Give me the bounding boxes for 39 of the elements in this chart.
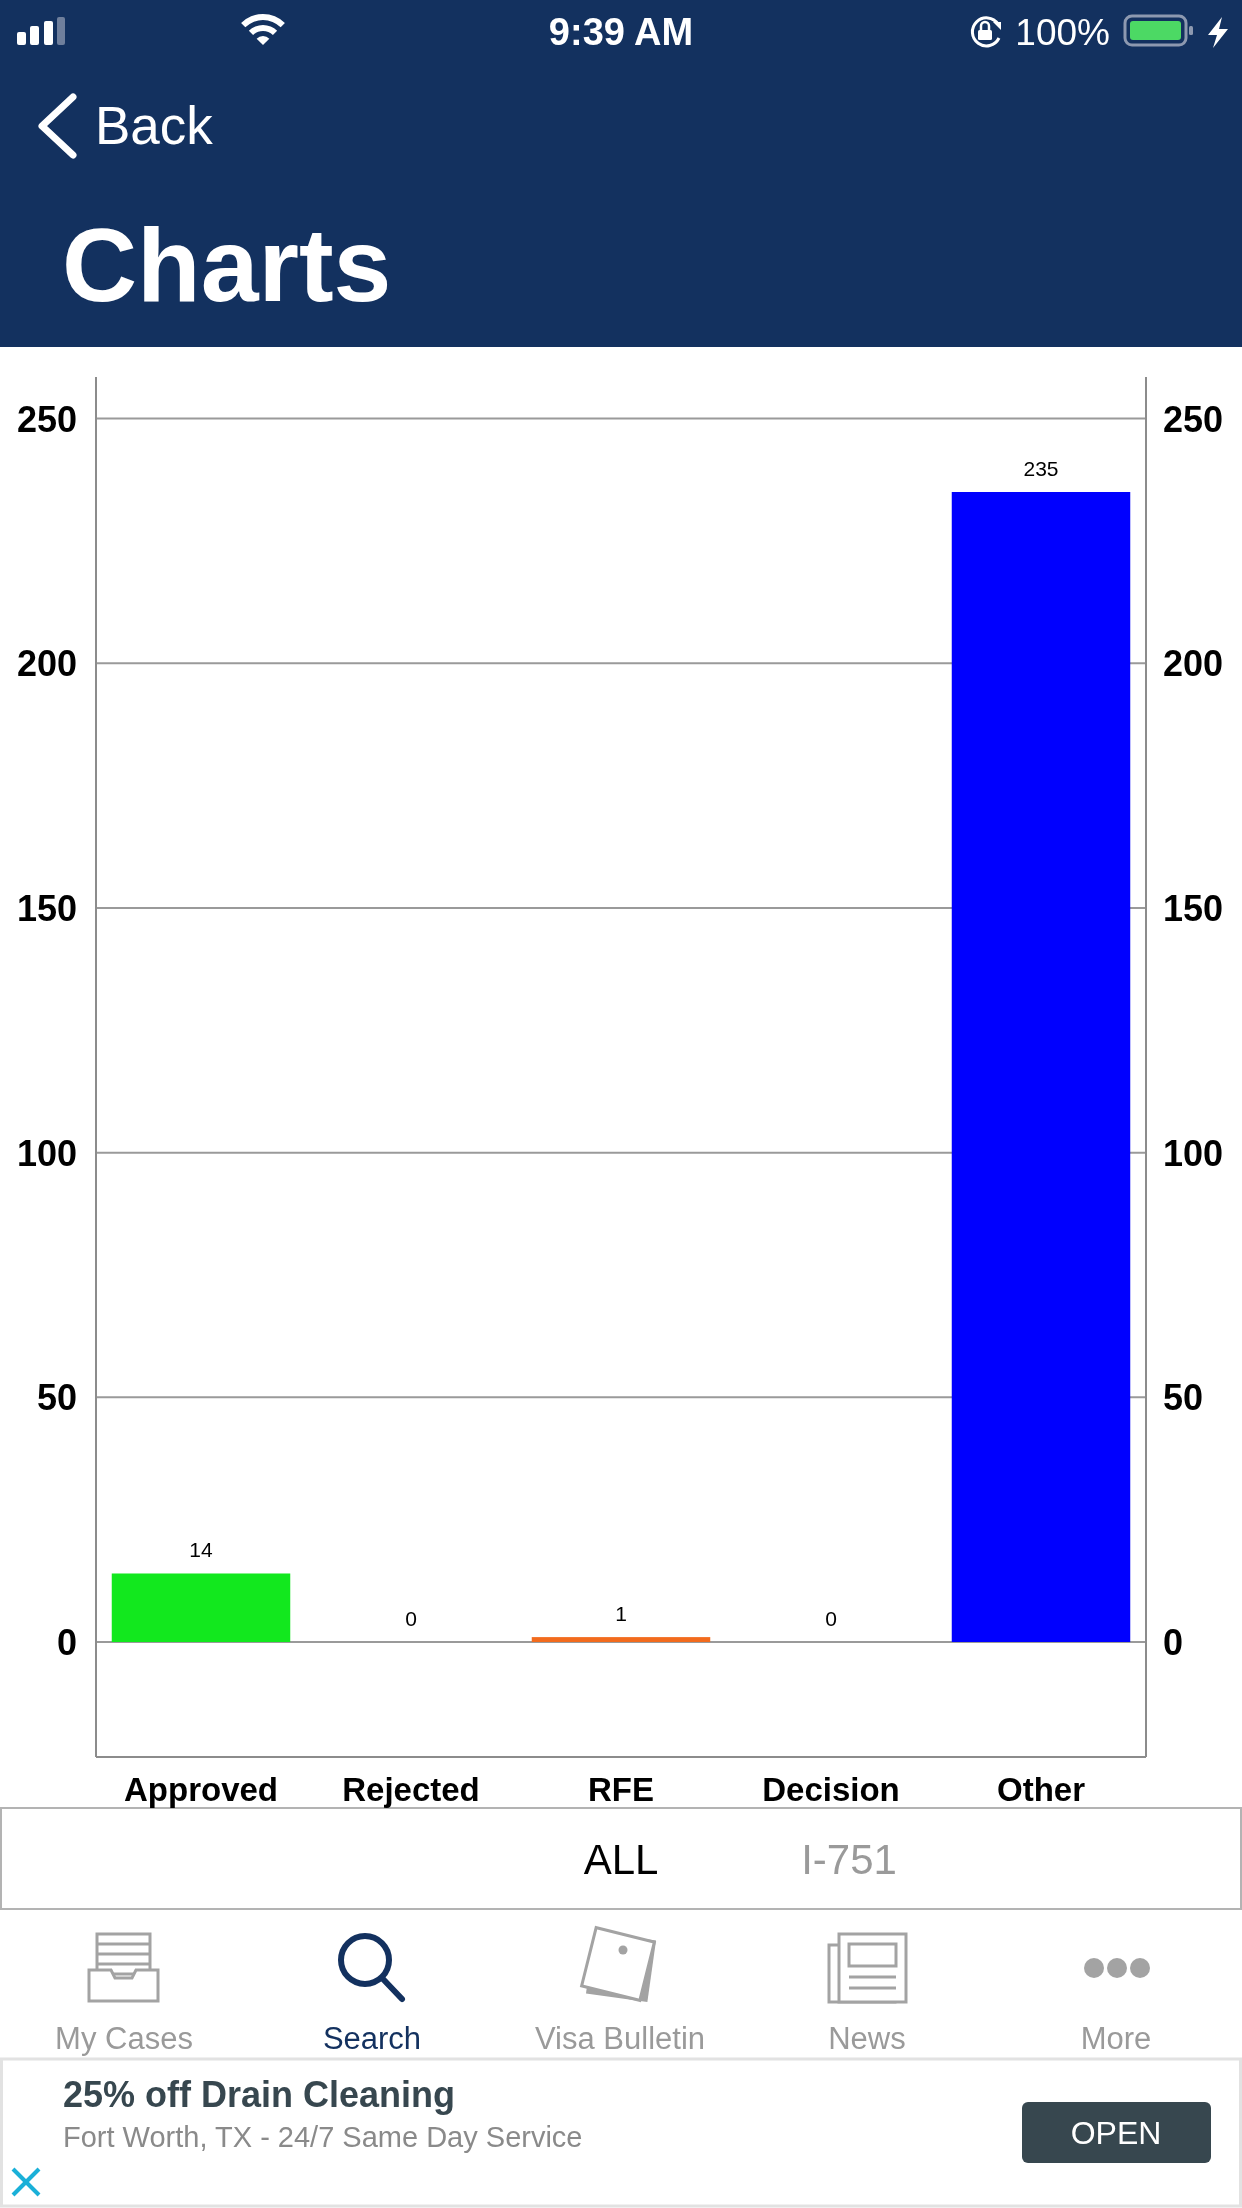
text: Back — [95, 96, 214, 155]
y2-tick-label: 50 — [1163, 1377, 1204, 1419]
x-tick-label: Approved — [123, 1771, 279, 1808]
text: I-751 — [801, 1836, 897, 1883]
y2-tick-label: 200 — [1163, 643, 1224, 685]
data-label: 14 — [189, 1538, 213, 1562]
y-tick-label: 250 — [16, 398, 77, 440]
data-label: 0 — [405, 1607, 417, 1630]
text: More — [1080, 2021, 1152, 2056]
x-tick-label: Decision — [762, 1771, 900, 1808]
data-label: 1 — [615, 1602, 627, 1626]
text: Visa Bulletin — [534, 2021, 706, 2056]
y2-tick-label: 0 — [1163, 1621, 1184, 1663]
x-tick-label: Other — [996, 1771, 1086, 1808]
bar — [951, 492, 1131, 1642]
bar — [111, 1573, 291, 1642]
y-tick-label: 0 — [56, 1621, 77, 1663]
y2-tick-label: 150 — [1163, 887, 1224, 929]
data-label: 235 — [1023, 457, 1059, 480]
x-tick-label: RFE — [588, 1771, 654, 1808]
text: News — [828, 2021, 906, 2056]
y-tick-label: 200 — [16, 643, 77, 685]
text: OPEN — [1070, 2115, 1162, 2151]
text: Fort Worth, TX - 24/7 Same Day Service — [63, 2121, 583, 2153]
text: 25% off Drain Cleaning — [63, 2074, 456, 2115]
text: ALL — [583, 1836, 659, 1883]
data-label: 0 — [825, 1607, 837, 1630]
chart-title: Charts — [62, 207, 392, 323]
y2-tick-label: 250 — [1163, 398, 1224, 440]
text: 9:39 AM — [548, 11, 694, 53]
bar — [531, 1637, 711, 1642]
y-tick-label: 150 — [16, 887, 77, 929]
y-tick-label: 100 — [16, 1132, 77, 1174]
text: 100% — [1015, 12, 1110, 53]
y2-tick-label: 100 — [1163, 1132, 1224, 1174]
text: Search — [322, 2021, 422, 2056]
y-tick-label: 50 — [36, 1377, 77, 1419]
x-tick-label: Rejected — [342, 1771, 480, 1808]
text: My Cases — [55, 2021, 193, 2056]
